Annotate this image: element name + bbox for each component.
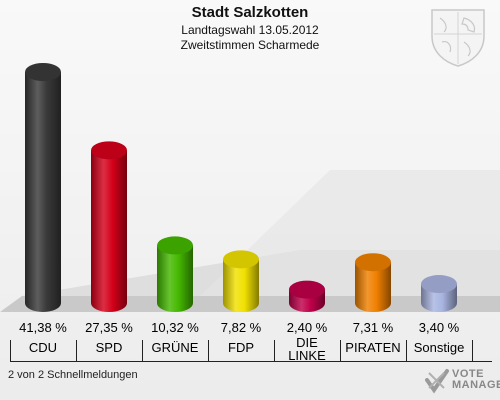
bar-piraten [355, 253, 391, 312]
bar-body [157, 245, 193, 312]
axis-tick [406, 340, 407, 362]
bar-top [91, 141, 127, 160]
bar-body [355, 262, 391, 312]
value-label: 27,35 % [85, 320, 133, 335]
axis-tick [340, 340, 341, 362]
value-label: 7,31 % [352, 320, 394, 335]
value-label: 7,82 % [220, 320, 262, 335]
coat-of-arms-icon [431, 9, 485, 67]
category-label: SPD [95, 340, 123, 355]
bar-top [223, 250, 259, 269]
value-label: 41,38 % [19, 320, 67, 335]
bar-top [289, 280, 325, 299]
bar-spd [91, 141, 127, 312]
axis-tick [472, 340, 473, 362]
x-axis [10, 361, 492, 362]
bar-sonstige [421, 275, 457, 312]
axis-tick [10, 340, 11, 362]
vote-manager-logo: VOTEMANAGER [424, 366, 500, 396]
category-label: Sonstige [413, 340, 465, 355]
footer-status: 2 von 2 Schnellmeldungen [8, 369, 138, 381]
category-label: PIRATEN [345, 340, 401, 355]
bar-cdu [25, 63, 61, 312]
category-label: DIE LINKE [288, 335, 326, 363]
value-label: 3,40 % [418, 320, 460, 335]
bar-die-linke [289, 280, 325, 312]
vote-manager-wordmark: VOTEMANAGER [452, 368, 500, 391]
chart-subtitle-district: Zweitstimmen Scharmede [180, 38, 320, 52]
chart-back-shadow-upper [200, 170, 500, 296]
axis-tick [142, 340, 143, 362]
axis-tick [208, 340, 209, 362]
bar-body [223, 259, 259, 312]
axis-tick [76, 340, 77, 362]
vote-checkmark-icon [425, 369, 449, 394]
bar-body [91, 150, 127, 312]
category-label: FDP [228, 340, 254, 355]
bar-gr-ne [157, 236, 193, 312]
bar-fdp [223, 250, 259, 312]
bar-body [25, 72, 61, 312]
category-label: GRÜNE [151, 340, 199, 355]
chart-title: Stadt Salzkotten [191, 4, 309, 21]
value-label: 2,40 % [286, 320, 328, 335]
bar-top [25, 63, 61, 81]
bar-top [421, 275, 457, 294]
chart-subtitle-election: Landtagswahl 13.05.2012 [181, 23, 319, 37]
axis-tick [274, 340, 275, 362]
value-label: 10,32 % [151, 320, 199, 335]
bar-top [157, 236, 193, 255]
bar-top [355, 253, 391, 272]
category-label: CDU [28, 340, 58, 355]
